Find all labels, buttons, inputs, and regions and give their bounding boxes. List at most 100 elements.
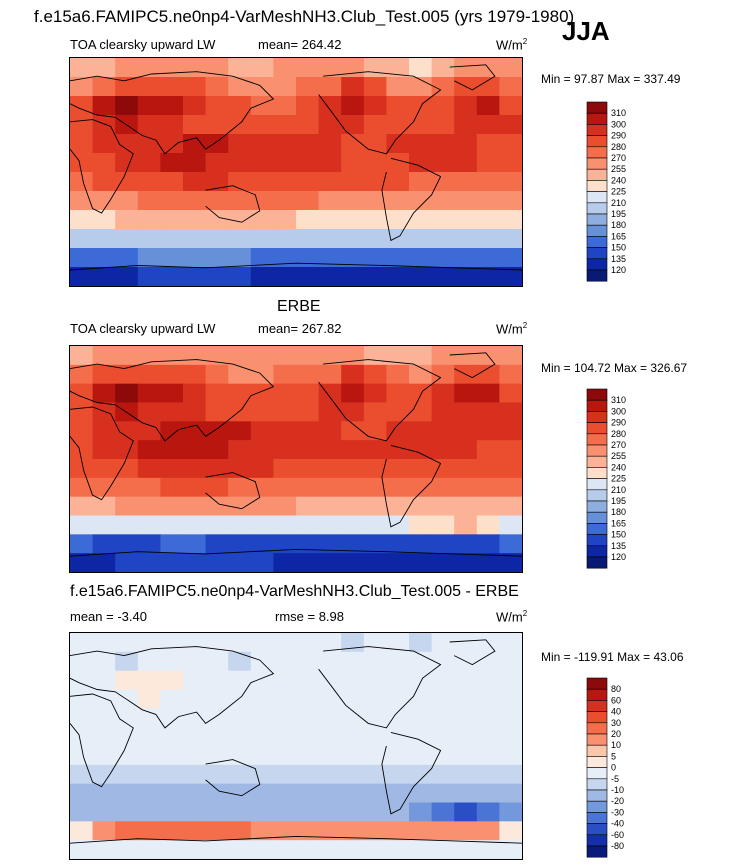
heatmap-cell	[363, 440, 387, 460]
heatmap-cell	[70, 346, 94, 366]
heatmap-cell	[386, 229, 410, 249]
heatmap-cell	[341, 534, 365, 554]
heatmap-cell	[273, 633, 297, 653]
heatmap-cell	[137, 191, 161, 211]
heatmap-cell	[137, 346, 161, 366]
heatmap-cell	[160, 229, 184, 249]
heatmap-cell	[228, 534, 252, 554]
heatmap-cell	[137, 134, 161, 154]
heatmap-cell	[115, 191, 139, 211]
heatmap-cell	[431, 364, 455, 385]
heatmap-cell	[318, 96, 342, 116]
colorbar-box	[586, 224, 608, 237]
heatmap-cell	[499, 496, 522, 517]
heatmap-cell	[431, 633, 455, 653]
heatmap-cell	[137, 496, 161, 517]
coastline	[449, 352, 496, 379]
heatmap-cell	[228, 402, 252, 422]
heatmap-cell	[409, 496, 433, 517]
heatmap-cell	[205, 670, 229, 691]
heatmap-cell	[341, 802, 365, 822]
heatmap-cell	[409, 459, 433, 479]
heatmap-cell	[341, 440, 365, 460]
heatmap-cell	[296, 421, 320, 441]
panel2-heatmap	[70, 346, 522, 572]
heatmap-cell	[160, 783, 184, 804]
colorbar-box	[586, 135, 608, 148]
heatmap-cell	[183, 134, 207, 154]
coastline	[205, 185, 261, 223]
heatmap-cell	[183, 534, 207, 554]
heatmap-cell	[454, 553, 478, 572]
colorbar-label: 150	[611, 530, 626, 540]
heatmap-cell	[92, 459, 116, 479]
heatmap-cell	[386, 534, 410, 554]
heatmap-cell	[431, 248, 455, 268]
heatmap-cell	[363, 115, 387, 135]
heatmap-cell	[409, 651, 433, 672]
heatmap-cell	[499, 153, 522, 173]
heatmap-cell	[296, 534, 320, 554]
heatmap-cell	[70, 477, 94, 498]
colorbar-label: 210	[611, 485, 626, 495]
heatmap-cell	[183, 346, 207, 366]
colorbar-box	[586, 191, 608, 204]
heatmap-cell	[499, 708, 522, 728]
heatmap-cell	[409, 267, 433, 286]
heatmap-cell	[228, 708, 252, 728]
coastline	[318, 646, 442, 729]
heatmap-cell	[363, 210, 387, 230]
colorbar-label: 290	[611, 131, 626, 141]
heatmap-cell	[476, 77, 500, 97]
heatmap-cell	[205, 746, 229, 766]
heatmap-cell	[296, 77, 320, 97]
heatmap-cell	[363, 708, 387, 728]
panel3-mean: mean = -3.40	[70, 609, 147, 624]
colorbar-label: 0	[611, 763, 616, 773]
heatmap-cell	[273, 477, 297, 498]
heatmap-cell	[386, 670, 410, 691]
heatmap-cell	[92, 764, 116, 785]
heatmap-cell	[160, 651, 184, 672]
heatmap-cell	[499, 840, 522, 859]
heatmap-cell	[115, 346, 139, 366]
heatmap-cell	[183, 440, 207, 460]
heatmap-cell	[205, 440, 229, 460]
heatmap-cell	[363, 248, 387, 268]
colorbar-box	[586, 733, 608, 746]
panel3-minmax: Min = -119.91 Max = 43.06	[541, 650, 684, 664]
colorbar-box	[586, 258, 608, 271]
heatmap-cell	[228, 191, 252, 211]
heatmap-cell	[70, 553, 94, 572]
heatmap-cell	[273, 210, 297, 230]
heatmap-cell	[499, 134, 522, 154]
heatmap-cell	[318, 727, 342, 747]
heatmap-cell	[386, 764, 410, 785]
heatmap-cell	[363, 229, 387, 249]
heatmap-cell	[115, 802, 139, 822]
heatmap-cell	[250, 191, 274, 211]
colorbar-label: -60	[611, 830, 624, 840]
panel2-colorbar: 3103002902802702552402252101951801651501…	[586, 388, 626, 569]
heatmap-cell	[137, 651, 161, 672]
heatmap-cell	[228, 727, 252, 747]
heatmap-cell	[183, 553, 207, 572]
heatmap-cell	[228, 783, 252, 804]
heatmap-cell	[476, 459, 500, 479]
heatmap-cell	[341, 58, 365, 78]
heatmap-cell	[363, 364, 387, 385]
coastline	[205, 472, 261, 510]
heatmap-cell	[341, 210, 365, 230]
colorbar-box	[586, 823, 608, 836]
heatmap-cell	[318, 821, 342, 841]
heatmap-cell	[409, 553, 433, 572]
heatmap-cell	[386, 346, 410, 366]
heatmap-cell	[431, 670, 455, 691]
heatmap-cell	[250, 440, 274, 460]
heatmap-cell	[160, 115, 184, 135]
heatmap-cell	[499, 821, 522, 841]
heatmap-cell	[250, 153, 274, 173]
colorbar-box	[586, 444, 608, 457]
heatmap-cell	[296, 633, 320, 653]
heatmap-cell	[205, 840, 229, 859]
